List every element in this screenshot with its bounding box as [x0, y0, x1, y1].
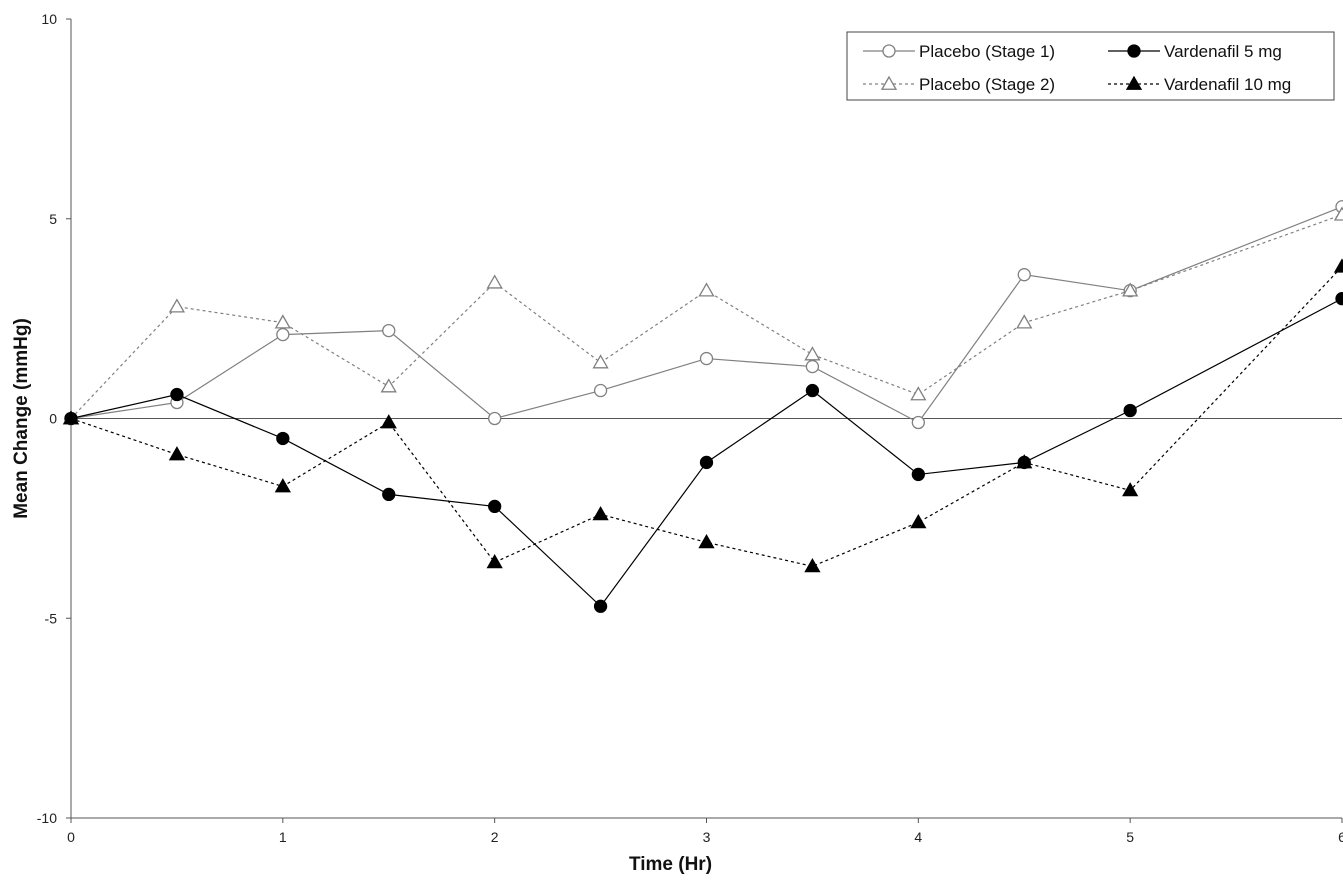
series-0-point — [593, 383, 608, 398]
series-1-point — [805, 383, 820, 398]
x-tick-label: 4 — [914, 829, 922, 845]
series-1-point — [1335, 292, 1343, 306]
x-tick-label: 2 — [491, 829, 499, 845]
y-axis-title: Mean Change (mmHg) — [11, 318, 32, 519]
series-2-point — [168, 298, 186, 313]
legend-label-3: Vardenafil 10 mg — [1164, 75, 1291, 94]
x-axis-title: Time (Hr) — [629, 854, 712, 875]
series-line-1 — [70, 298, 1343, 608]
series-1-point — [1123, 403, 1137, 418]
series-2-point — [1122, 282, 1139, 297]
series-0-point — [1017, 268, 1031, 282]
series-3-point — [168, 446, 186, 461]
series-2-point — [592, 354, 609, 369]
y-tick-label: -5 — [45, 610, 58, 626]
y-tick-label: 10 — [41, 11, 57, 27]
series-0-point — [805, 359, 820, 374]
y-tick-label: 0 — [49, 411, 57, 427]
y-tick-label: 5 — [49, 211, 57, 227]
series-2-point — [380, 378, 397, 393]
series-3-point — [698, 534, 715, 549]
series-3-point — [380, 414, 397, 429]
x-tick-label: 6 — [1338, 829, 1343, 845]
legend-label-0: Placebo (Stage 1) — [919, 42, 1055, 61]
series-0-point — [911, 415, 925, 430]
series-0-point — [488, 411, 502, 426]
x-tick-label: 5 — [1126, 829, 1134, 845]
legend-label-2: Placebo (Stage 2) — [919, 75, 1055, 94]
series-line-3 — [70, 266, 1343, 567]
legend-box — [846, 31, 1335, 101]
series-0-point — [276, 327, 290, 342]
series-1-point — [276, 431, 290, 446]
series-line-0 — [70, 206, 1343, 424]
series-2-point — [486, 274, 503, 289]
series-3-point — [910, 514, 927, 529]
series-2-point — [910, 386, 927, 401]
series-2-point — [804, 346, 821, 361]
x-tick-label: 1 — [279, 829, 287, 845]
series-0-point — [699, 351, 714, 366]
series-1-point — [488, 499, 502, 514]
series-1-point — [911, 467, 925, 482]
legend-marker-0 — [882, 44, 896, 58]
legend-marker-3 — [1125, 75, 1143, 90]
legend-marker-1 — [1127, 44, 1141, 58]
series-3-point — [804, 558, 821, 573]
series-3-point — [1016, 454, 1033, 469]
series-2-point — [1333, 206, 1343, 221]
series-3-point — [62, 410, 80, 425]
series-3-point — [486, 554, 503, 569]
series-2-point — [698, 282, 715, 297]
series-3-point — [274, 478, 291, 493]
series-2-point — [1016, 314, 1033, 329]
series-1-point — [170, 387, 184, 402]
series-3-point — [592, 506, 609, 521]
legend-marker-2 — [880, 75, 898, 90]
series-3-point — [1333, 258, 1343, 273]
x-tick-label: 0 — [67, 829, 75, 845]
legend-label-1: Vardenafil 5 mg — [1164, 42, 1282, 61]
series-0-point — [382, 323, 396, 338]
series-3-point — [1122, 482, 1139, 497]
series-1-point — [382, 487, 396, 502]
series-2-point — [274, 314, 291, 329]
series-1-point — [699, 455, 714, 470]
series-1-point — [593, 599, 608, 613]
x-tick-label: 3 — [703, 829, 711, 845]
y-tick-label: -10 — [37, 810, 57, 826]
series-line-2 — [70, 214, 1343, 419]
